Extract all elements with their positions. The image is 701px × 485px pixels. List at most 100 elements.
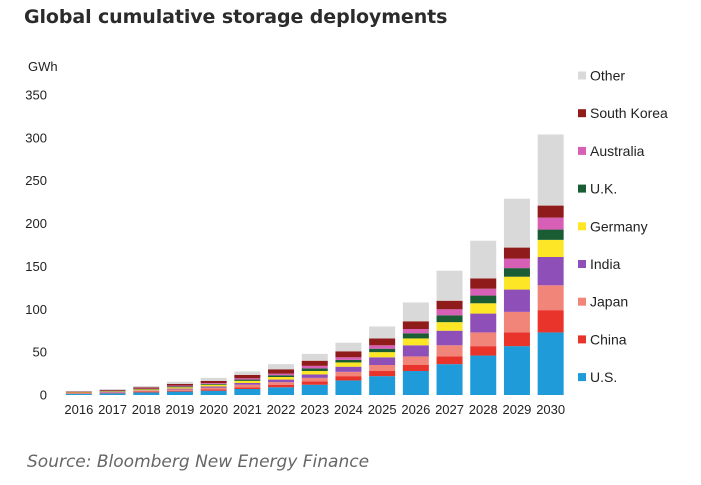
x-tick-label: 2025 — [368, 402, 397, 417]
legend-swatch — [578, 146, 586, 155]
bar-segment — [470, 332, 497, 347]
bar-segment — [369, 348, 396, 353]
legend-label: Australia — [590, 143, 645, 159]
legend-swatch — [578, 335, 586, 344]
x-tick-label: 2022 — [267, 402, 296, 417]
bar-segment — [402, 338, 429, 346]
bar-segment — [503, 346, 530, 395]
bar-segment — [369, 376, 396, 395]
bar-segment — [436, 322, 463, 331]
bar-segment — [436, 330, 463, 346]
bar-segment — [268, 364, 295, 370]
bar-segment — [369, 345, 396, 349]
chart-title: Global cumulative storage deployments — [24, 6, 448, 28]
bar-segment — [166, 387, 193, 389]
bar-segment — [335, 362, 362, 367]
x-tick-label: 2029 — [502, 402, 531, 417]
x-tick-label: 2016 — [64, 402, 93, 417]
bar-segment — [301, 374, 328, 378]
bar-segment — [470, 313, 497, 333]
bar-segment — [268, 387, 295, 395]
bar-segment — [537, 257, 564, 286]
bar-segment — [65, 393, 92, 395]
bar-segment — [369, 338, 396, 346]
legend-swatch — [578, 222, 586, 231]
x-tick-label: 2021 — [233, 402, 262, 417]
bar-segment — [436, 345, 463, 357]
bar-segment — [503, 289, 530, 312]
x-tick-label: 2026 — [401, 402, 430, 417]
bar-segment — [436, 300, 463, 310]
bar-segment — [200, 389, 227, 391]
bar-segment — [436, 270, 463, 301]
bar-segment — [200, 386, 227, 388]
bar-segment — [166, 390, 193, 392]
legend-label: Japan — [590, 294, 628, 310]
bar-segment — [268, 375, 295, 377]
bar-segment — [335, 366, 362, 372]
bar-segment — [200, 383, 227, 385]
bar-segment — [470, 295, 497, 304]
y-tick-label: 150 — [25, 259, 47, 274]
bar-segment — [133, 389, 160, 391]
legend-swatch — [578, 260, 586, 268]
bar-segment — [369, 357, 396, 365]
y-tick-label: 300 — [25, 130, 47, 145]
bar-segment — [503, 198, 530, 248]
bar-segment — [65, 391, 92, 393]
bar-segment — [402, 345, 429, 357]
bar-segment — [234, 374, 261, 379]
x-tick-label: 2020 — [199, 402, 228, 417]
legend-swatch — [578, 109, 586, 118]
bar-segment — [470, 355, 497, 395]
bar-segment — [166, 388, 193, 390]
bar-segment — [200, 377, 227, 381]
bar-segment — [503, 311, 530, 333]
bar-segment — [200, 390, 227, 395]
bar-segment — [133, 387, 160, 389]
bar-segment — [234, 383, 261, 385]
legend-label: U.S. — [590, 369, 617, 385]
bar-segment — [537, 285, 564, 311]
bar-segment — [234, 387, 261, 389]
bar-segment — [503, 332, 530, 347]
bar-segment — [503, 247, 530, 259]
bar-segment — [436, 356, 463, 365]
bar-segment — [166, 385, 193, 387]
bar-segment — [166, 389, 193, 391]
bar-segment — [133, 392, 160, 395]
bar-segment — [402, 333, 429, 339]
bar-segment — [99, 389, 126, 391]
bar-segment — [436, 364, 463, 395]
bar-segment — [436, 309, 463, 316]
x-tick-label: 2030 — [536, 402, 565, 417]
bar-segment — [402, 329, 429, 334]
bar-segment — [200, 384, 227, 387]
bar-segment — [200, 387, 227, 390]
bar-segment — [166, 386, 193, 388]
bar-segment — [301, 368, 328, 371]
bar-segment — [99, 393, 126, 395]
bar-segment — [301, 365, 328, 369]
bar-segment — [301, 384, 328, 395]
x-tick-label: 2019 — [165, 402, 194, 417]
bar-segment — [470, 303, 497, 314]
bar-segment — [537, 332, 564, 395]
bar-segment — [268, 382, 295, 385]
bar-segment — [234, 379, 261, 381]
bar-segment — [234, 384, 261, 388]
x-tick-label: 2023 — [300, 402, 329, 417]
bar-segment — [234, 389, 261, 395]
y-tick-label: 250 — [25, 173, 47, 188]
bar-segment — [537, 229, 564, 240]
bar-segment — [268, 369, 295, 374]
legend-swatch — [578, 297, 586, 306]
legend-label: South Korea — [590, 105, 668, 121]
bar-segment — [133, 390, 160, 392]
x-tick-label: 2018 — [132, 402, 161, 417]
bar-segment — [335, 380, 362, 395]
bar-segment — [301, 360, 328, 366]
bar-segment — [234, 378, 261, 380]
bar-segment — [470, 288, 497, 296]
